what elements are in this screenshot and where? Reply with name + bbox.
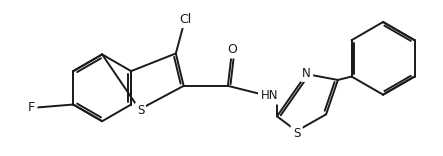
- Text: Cl: Cl: [179, 13, 192, 26]
- Text: S: S: [293, 127, 300, 139]
- Text: O: O: [227, 43, 237, 56]
- Text: F: F: [28, 101, 35, 114]
- Text: HN: HN: [260, 89, 278, 102]
- Text: S: S: [137, 104, 144, 117]
- Text: N: N: [302, 67, 311, 80]
